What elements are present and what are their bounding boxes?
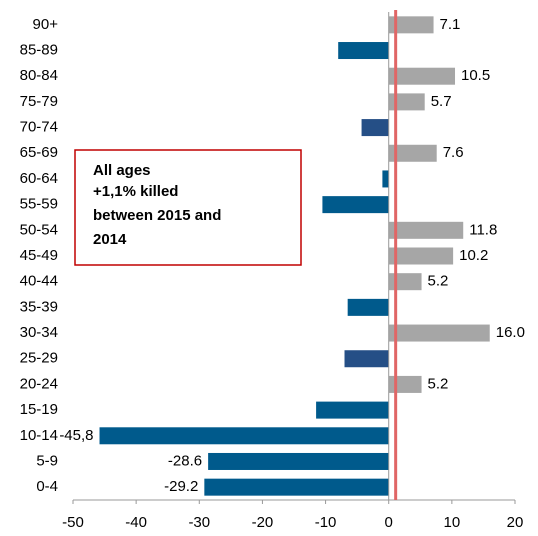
x-tick-label: 0 — [385, 514, 393, 531]
bar — [388, 67, 456, 85]
value-label: 10.2 — [459, 247, 488, 264]
bar — [344, 350, 389, 368]
value-label: 16.0 — [496, 324, 525, 341]
y-tick-label: 90+ — [33, 16, 59, 33]
value-label: 5.7 — [431, 93, 452, 110]
y-tick-label: 85-89 — [20, 41, 58, 58]
annotation-box — [74, 149, 302, 266]
y-tick-label: 60-64 — [20, 170, 58, 187]
bar — [338, 42, 389, 60]
x-tick-label: -50 — [62, 514, 84, 531]
value-label: 11.8 — [469, 221, 497, 238]
y-tick-label: 20-24 — [20, 375, 58, 392]
y-tick-label: 15-19 — [20, 401, 58, 418]
y-tick-label: 45-49 — [20, 247, 58, 264]
y-tick-label: 50-54 — [20, 221, 58, 238]
y-tick-label: 30-34 — [20, 324, 58, 341]
y-tick-label: 10-14 — [20, 427, 58, 444]
bar — [382, 170, 389, 188]
value-label: -28.6 — [168, 452, 202, 469]
y-tick-label: 5-9 — [36, 452, 58, 469]
y-tick-label: 25-29 — [20, 350, 58, 367]
bar — [322, 196, 389, 214]
bar — [388, 221, 464, 239]
bar — [99, 427, 389, 445]
bar — [388, 273, 422, 291]
y-tick-label: 75-79 — [20, 93, 58, 110]
bar — [204, 478, 389, 496]
bar — [347, 298, 389, 316]
bar — [361, 119, 389, 137]
value-label: 5.2 — [428, 273, 449, 290]
annotation-line: between 2015 and — [93, 207, 221, 224]
x-tick-label: -10 — [315, 514, 337, 531]
bar — [388, 93, 425, 111]
y-tick-label: 35-39 — [20, 298, 58, 315]
y-tick-label: 40-44 — [20, 273, 58, 290]
x-tick-label: -30 — [188, 514, 210, 531]
annotation-line: +1,1% killed — [93, 183, 178, 200]
bar — [316, 401, 389, 419]
annotation-title: All ages — [93, 162, 151, 179]
y-tick-label: 55-59 — [20, 196, 58, 213]
bar — [388, 247, 454, 265]
value-label: 10.5 — [461, 67, 490, 84]
value-label: -29.2 — [164, 478, 198, 495]
bar — [388, 144, 437, 162]
y-tick-label: 80-84 — [20, 67, 58, 84]
x-tick-label: 20 — [507, 514, 524, 531]
bar — [388, 16, 434, 34]
x-tick-label: -40 — [125, 514, 147, 531]
value-label: 5.2 — [428, 375, 449, 392]
bar — [208, 452, 389, 470]
y-tick-label: 70-74 — [20, 119, 58, 136]
value-label: 7.1 — [440, 16, 461, 33]
value-label: -45,8 — [59, 427, 93, 444]
value-label: 7.6 — [443, 144, 464, 161]
bar — [388, 324, 490, 342]
x-tick-label: -20 — [252, 514, 274, 531]
y-tick-label: 0-4 — [36, 478, 58, 495]
x-tick-label: 10 — [444, 514, 461, 531]
annotation-line: 2014 — [93, 231, 127, 248]
bar — [388, 375, 422, 393]
y-tick-label: 65-69 — [20, 144, 58, 161]
